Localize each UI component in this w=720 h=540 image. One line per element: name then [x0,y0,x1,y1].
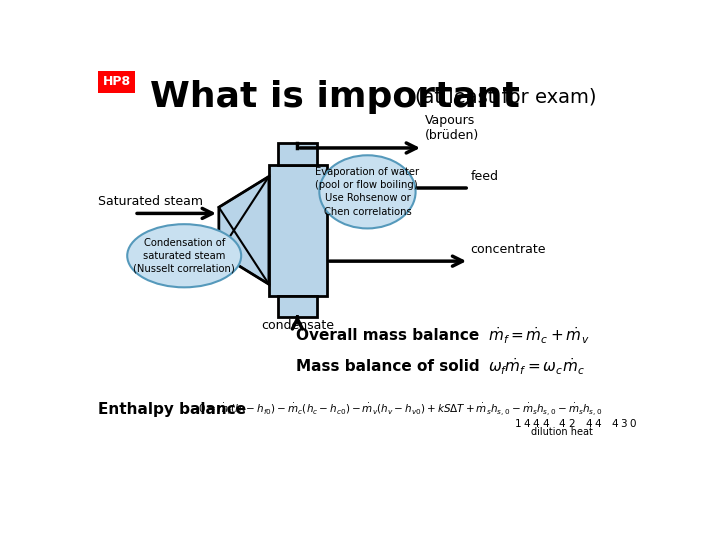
Ellipse shape [127,224,241,287]
Text: $1\;4\;4\;4\quad4\;2\quad4\;4\quad4\;3\;0$: $1\;4\;4\;4\quad4\;2\quad4\;4\quad4\;3\;… [514,417,638,429]
Text: dilution heat: dilution heat [531,427,593,437]
Bar [269,165,327,296]
Text: Saturated steam: Saturated steam [98,195,203,208]
FancyBboxPatch shape [98,71,135,92]
Text: feed: feed [471,170,499,183]
Text: concentrate: concentrate [471,243,546,256]
Bar [278,296,317,318]
Text: $\omega_f \dot{m}_f = \omega_c \dot{m}_c$: $\omega_f \dot{m}_f = \omega_c \dot{m}_c… [488,356,585,377]
Text: Enthalpy balance: Enthalpy balance [98,402,246,417]
Ellipse shape [320,156,415,228]
Text: HP8: HP8 [102,75,130,88]
Text: $\dot{m}_f = \dot{m}_c + \dot{m}_v$: $\dot{m}_f = \dot{m}_c + \dot{m}_v$ [488,326,590,346]
Text: What is important: What is important [150,80,519,114]
Text: Condensation of
saturated steam
(Nusselt correlation): Condensation of saturated steam (Nusselt… [133,238,235,274]
Text: $0 = \dot{m}_f(h_f - h_{f0}) - \dot{m}_c(h_c - h_{c0}) - \dot{m}_v(h_v - h_{v0}): $0 = \dot{m}_f(h_f - h_{f0}) - \dot{m}_c… [198,402,603,418]
Text: Vapours
(brüden): Vapours (brüden) [425,114,479,142]
Polygon shape [219,177,269,284]
Text: Overall mass balance: Overall mass balance [296,328,479,343]
Text: condensate: condensate [261,319,334,332]
Text: Evaporation of water
(pool or flow boiling).
Use Rohsenow or
Chen correlations: Evaporation of water (pool or flow boili… [315,167,420,217]
Text: (at least for exam): (at least for exam) [415,87,597,106]
Text: Mass balance of solid: Mass balance of solid [296,359,480,374]
Bar [278,143,317,165]
